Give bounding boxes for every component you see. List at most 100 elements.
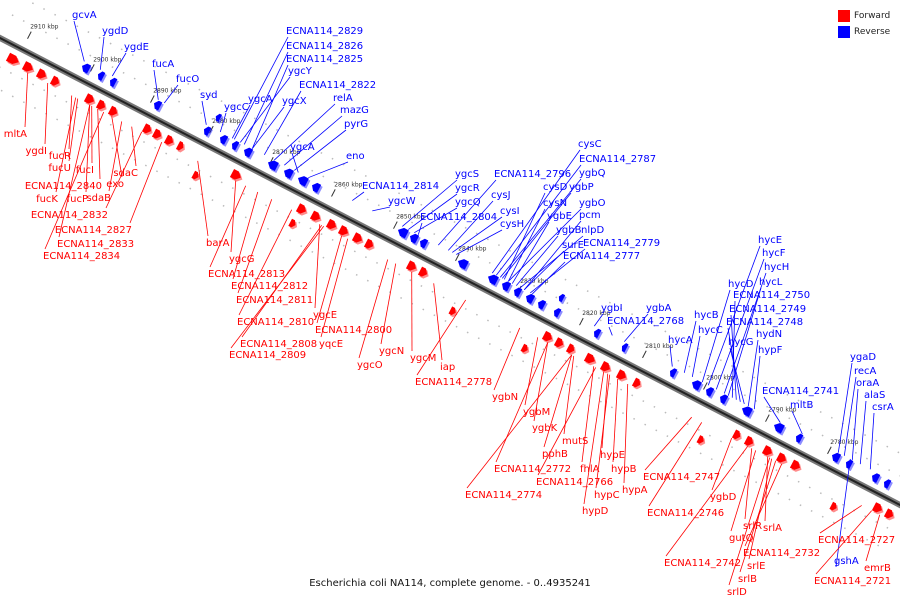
- gene-label[interactable]: ECNA114_2779: [583, 238, 660, 249]
- gene-label[interactable]: ECNA114_2826: [286, 41, 363, 52]
- forward-gene-arrow[interactable]: [83, 93, 94, 104]
- reverse-gene-arrow[interactable]: [706, 387, 715, 397]
- reverse-gene-arrow[interactable]: [526, 293, 536, 304]
- gene-label[interactable]: ygdD: [102, 26, 129, 37]
- gene-label[interactable]: csrA: [872, 402, 894, 413]
- gene-label[interactable]: ECNA114_2840: [25, 181, 102, 192]
- forward-gene-arrow[interactable]: [95, 99, 106, 110]
- gene-label[interactable]: ECNA114_2721: [814, 576, 891, 587]
- gene-label[interactable]: ECNA114_2811: [236, 295, 313, 306]
- gene-label[interactable]: ECNA114_2774: [465, 490, 542, 501]
- forward-gene-arrow[interactable]: [151, 128, 162, 139]
- gene-label[interactable]: mltB: [790, 400, 813, 411]
- gene-label[interactable]: ECNA114_2796: [494, 169, 571, 180]
- gene-label[interactable]: ygbO: [579, 198, 606, 209]
- gene-label[interactable]: ECNA114_2749: [729, 304, 806, 315]
- gene-label[interactable]: recA: [854, 366, 877, 377]
- gene-label[interactable]: gcvA: [72, 10, 97, 21]
- forward-gene-arrow[interactable]: [829, 501, 837, 511]
- gene-label[interactable]: ygcC: [224, 102, 249, 113]
- gene-label[interactable]: mutS: [562, 436, 588, 447]
- reverse-gene-arrow[interactable]: [268, 160, 279, 172]
- gene-label[interactable]: sdaC: [113, 168, 138, 179]
- forward-gene-arrow[interactable]: [295, 203, 306, 214]
- gene-label[interactable]: ygcQ: [455, 197, 481, 208]
- gene-label[interactable]: ECNA114_2772: [494, 464, 571, 475]
- gene-label[interactable]: cysJ: [491, 190, 511, 201]
- gene-label[interactable]: ECNA114_2825: [286, 54, 363, 65]
- gene-label[interactable]: ygcY: [288, 66, 313, 77]
- gene-label[interactable]: ECNA114_2829: [286, 26, 363, 37]
- gene-label[interactable]: cysN: [543, 198, 567, 209]
- gene-label[interactable]: ECNA114_2813: [208, 269, 285, 280]
- gene-label[interactable]: gshA: [834, 556, 859, 567]
- gene-label[interactable]: cysD: [543, 182, 568, 193]
- gene-label[interactable]: ygcE: [313, 310, 337, 321]
- gene-label[interactable]: hycD: [728, 279, 754, 290]
- gene-label[interactable]: pcm: [579, 210, 601, 221]
- gene-label[interactable]: ygdI: [25, 146, 47, 157]
- gene-label[interactable]: ECNA114_2822: [299, 80, 376, 91]
- gene-label[interactable]: alaS: [864, 390, 885, 401]
- gene-label[interactable]: ygcG: [229, 254, 255, 265]
- gene-label[interactable]: ECNA114_2834: [43, 251, 120, 262]
- gene-label[interactable]: mazG: [340, 105, 369, 116]
- gene-label[interactable]: ygbP: [569, 182, 594, 193]
- gene-label[interactable]: barA: [206, 238, 230, 249]
- gene-label[interactable]: sdaB: [86, 193, 111, 204]
- gene-label[interactable]: ECNA114_2808: [240, 339, 317, 350]
- reverse-gene-arrow[interactable]: [742, 406, 753, 417]
- reverse-gene-arrow[interactable]: [82, 63, 92, 74]
- gene-label[interactable]: ECNA114_2747: [643, 472, 720, 483]
- gene-label[interactable]: ygbD: [710, 492, 737, 503]
- gene-label[interactable]: hycA: [668, 335, 693, 346]
- gene-label[interactable]: ECNA114_2800: [315, 325, 392, 336]
- forward-gene-arrow[interactable]: [871, 502, 882, 513]
- gene-label[interactable]: hycG: [728, 337, 754, 348]
- gene-label[interactable]: ECNA114_2750: [733, 290, 810, 301]
- forward-gene-arrow[interactable]: [351, 232, 362, 243]
- forward-gene-arrow[interactable]: [789, 459, 800, 470]
- forward-gene-arrow[interactable]: [49, 75, 60, 86]
- gene-label[interactable]: ygbK: [532, 423, 558, 434]
- gene-label[interactable]: fucP: [67, 194, 88, 205]
- reverse-gene-arrow[interactable]: [594, 328, 602, 339]
- gene-label[interactable]: ygcA: [248, 94, 273, 105]
- reverse-gene-arrow[interactable]: [410, 233, 420, 244]
- gene-label[interactable]: ygcR: [455, 183, 480, 194]
- gene-label[interactable]: ygcX: [282, 96, 307, 107]
- forward-gene-arrow[interactable]: [696, 435, 704, 444]
- reverse-gene-arrow[interactable]: [774, 423, 785, 434]
- gene-label[interactable]: ECNA114_2768: [607, 316, 684, 327]
- gene-label[interactable]: ygcN: [379, 346, 404, 357]
- forward-gene-arrow[interactable]: [405, 260, 416, 271]
- forward-gene-arrow[interactable]: [141, 123, 152, 134]
- gene-label[interactable]: pphB: [542, 449, 568, 460]
- gene-label[interactable]: srlB: [738, 574, 757, 585]
- gene-label[interactable]: pyrG: [344, 119, 368, 130]
- reverse-gene-arrow[interactable]: [110, 77, 118, 88]
- gene-label[interactable]: ygbI: [601, 303, 623, 314]
- gene-label[interactable]: ECNA114_2748: [726, 317, 803, 328]
- gene-label[interactable]: relA: [333, 93, 353, 104]
- gene-label[interactable]: ygcO: [357, 360, 383, 371]
- gene-label[interactable]: fucA: [152, 59, 174, 70]
- reverse-gene-arrow[interactable]: [884, 479, 892, 489]
- gene-label[interactable]: hycH: [764, 262, 789, 273]
- gene-label[interactable]: ECNA114_2746: [647, 508, 724, 519]
- gene-label[interactable]: ygbQ: [579, 168, 606, 179]
- forward-gene-arrow[interactable]: [175, 141, 184, 151]
- gene-label[interactable]: gutQ: [729, 533, 754, 544]
- forward-gene-arrow[interactable]: [163, 134, 174, 145]
- gene-label[interactable]: ygcA: [290, 142, 315, 153]
- gene-label[interactable]: ECNA114_2741: [762, 386, 839, 397]
- forward-gene-arrow[interactable]: [417, 266, 428, 277]
- gene-label[interactable]: exo: [106, 179, 124, 190]
- forward-gene-arrow[interactable]: [309, 210, 320, 221]
- gene-label[interactable]: fucU: [48, 163, 71, 174]
- forward-gene-arrow[interactable]: [229, 169, 241, 180]
- gene-label[interactable]: hypA: [622, 485, 648, 496]
- reverse-gene-arrow[interactable]: [298, 176, 309, 187]
- gene-label[interactable]: surE: [562, 240, 584, 251]
- gene-label[interactable]: srlR: [743, 521, 762, 532]
